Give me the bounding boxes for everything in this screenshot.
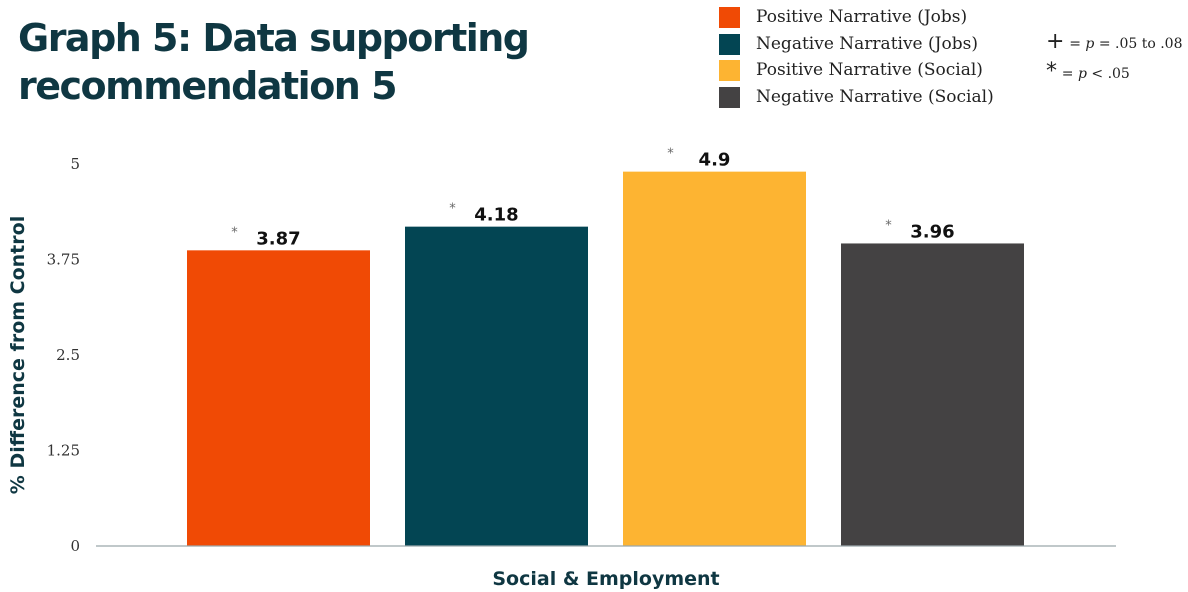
significance-marker: *	[667, 147, 674, 162]
legend-swatch-negative-jobs	[719, 33, 740, 55]
note-marginal-p: p	[1085, 36, 1095, 52]
legend-item-positive-social: Positive Narrative (Social)	[719, 57, 994, 84]
y-axis-title: % Difference from Control	[7, 216, 29, 494]
bar	[405, 226, 588, 546]
note-marginal: + = p = .05 to .08	[1046, 31, 1183, 61]
note-marginal-text: = .05 to .08	[1094, 36, 1183, 52]
legend-label-negative-social: Negative Narrative (Social)	[756, 86, 994, 107]
note-significant-p: p	[1077, 66, 1087, 82]
y-tick-label: 3.75	[47, 251, 80, 269]
note-significant: * = p < .05	[1046, 61, 1183, 91]
legend-swatch-positive-jobs	[719, 7, 740, 28]
significance-marker: *	[231, 225, 238, 240]
y-axis-ticks: 0 1.25 2.5 3.75 5	[47, 155, 80, 555]
significance-notes: + = p = .05 to .08 * = p < .05	[1046, 31, 1183, 91]
bar	[841, 243, 1024, 546]
legend-item-negative-social: Negative Narrative (Social)	[719, 84, 994, 111]
legend-label-positive-jobs: Positive Narrative (Jobs)	[756, 7, 968, 27]
bar	[187, 250, 370, 546]
legend: Positive Narrative (Jobs) Negative Narra…	[719, 4, 994, 110]
legend-item-negative-jobs: Negative Narrative (Jobs)	[719, 31, 994, 58]
y-tick-label: 2.5	[56, 346, 80, 364]
note-significant-prefix: =	[1061, 66, 1078, 82]
legend-label-positive-social: Positive Narrative (Social)	[756, 60, 983, 80]
x-axis-title: Social & Employment	[492, 568, 719, 590]
note-significant-text: < .05	[1086, 66, 1130, 82]
note-significant-symbol: *	[1046, 59, 1057, 84]
y-tick-label: 5	[70, 155, 80, 173]
note-marginal-symbol: +	[1046, 29, 1065, 54]
bar-value-label: 4.9	[699, 150, 731, 171]
bar-value-label: 3.96	[910, 221, 954, 242]
bar	[623, 171, 806, 546]
legend-item-positive-jobs: Positive Narrative (Jobs)	[719, 4, 994, 31]
note-marginal-prefix: =	[1069, 36, 1086, 52]
bars: 3.87 * 4.18 * 4.9 * 3.96 *	[187, 147, 1024, 546]
significance-marker: *	[449, 202, 456, 217]
y-tick-label: 1.25	[47, 442, 80, 460]
significance-marker: *	[885, 218, 892, 233]
y-tick-label: 0	[70, 537, 80, 555]
bar-value-label: 3.87	[256, 228, 300, 249]
legend-swatch-negative-social	[719, 86, 740, 108]
bar-value-label: 4.18	[474, 205, 518, 226]
legend-label-negative-jobs: Negative Narrative (Jobs)	[756, 33, 978, 54]
chart-title: Graph 5: Data supporting recommendation …	[18, 16, 530, 108]
legend-swatch-positive-social	[719, 60, 740, 81]
